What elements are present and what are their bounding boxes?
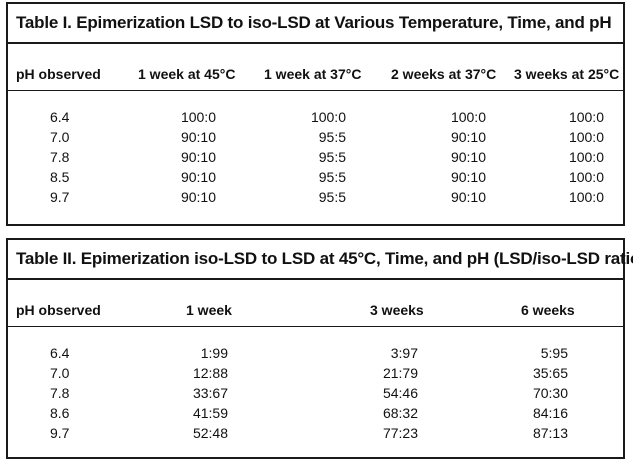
table-cell: 100:0 — [568, 129, 604, 145]
table-cell: 12:88 — [192, 365, 228, 381]
table-cell: 9.7 — [50, 425, 70, 441]
table-2-title: Table II. Epimerization iso-LSD to LSD a… — [8, 240, 633, 280]
column-header: 1 week at 45°C — [138, 66, 236, 82]
table-cell: 3:97 — [390, 345, 418, 361]
table-row: 6.4 100:0 100:0 100:0 100:0 — [8, 107, 623, 127]
table-cell: 95:5 — [318, 189, 346, 205]
table-1-header-row: pH observed 1 week at 45°C 1 week at 37°… — [8, 64, 623, 86]
table-cell: 90:10 — [450, 189, 486, 205]
column-header: 1 week — [186, 302, 232, 318]
header-rule — [8, 90, 623, 91]
table-cell: 7.8 — [50, 149, 70, 165]
table-row: 6.4 1:99 3:97 5:95 — [8, 343, 623, 363]
table-cell: 100:0 — [450, 109, 486, 125]
table-cell: 52:48 — [192, 425, 228, 441]
table-cell: 95:5 — [318, 149, 346, 165]
table-cell: 6.4 — [50, 345, 70, 361]
table-cell: 90:10 — [450, 149, 486, 165]
table-cell: 90:10 — [180, 169, 216, 185]
table-cell: 90:10 — [180, 129, 216, 145]
table-1-body: 6.4 100:0 100:0 100:0 100:0 7.0 90:10 95… — [8, 107, 623, 207]
table-row: 7.8 90:10 95:5 90:10 100:0 — [8, 147, 623, 167]
table-cell: 33:67 — [192, 385, 228, 401]
column-header: pH observed — [16, 66, 101, 82]
table-cell: 7.0 — [50, 365, 70, 381]
column-header: 1 week at 37°C — [264, 66, 362, 82]
column-header: 3 weeks — [370, 302, 424, 318]
table-cell: 7.8 — [50, 385, 70, 401]
table-row: 9.7 90:10 95:5 90:10 100:0 — [8, 187, 623, 207]
table-cell: 1:99 — [200, 345, 228, 361]
column-header: pH observed — [16, 302, 101, 318]
table-cell: 6.4 — [50, 109, 70, 125]
table-row: 7.0 90:10 95:5 90:10 100:0 — [8, 127, 623, 147]
table-1: Table I. Epimerization LSD to iso-LSD at… — [6, 2, 625, 226]
table-cell: 84:16 — [532, 405, 568, 421]
table-cell: 100:0 — [310, 109, 346, 125]
table-cell: 9.7 — [50, 189, 70, 205]
table-row: 7.8 33:67 54:46 70:30 — [8, 383, 623, 403]
table-cell: 54:46 — [382, 385, 418, 401]
table-cell: 100:0 — [180, 109, 216, 125]
table-cell: 7.0 — [50, 129, 70, 145]
table-cell: 90:10 — [450, 169, 486, 185]
table-2-header-row: pH observed 1 week 3 weeks 6 weeks — [8, 300, 623, 322]
table-cell: 35:65 — [532, 365, 568, 381]
table-cell: 70:30 — [532, 385, 568, 401]
table-cell: 90:10 — [180, 189, 216, 205]
table-cell: 90:10 — [450, 129, 486, 145]
column-header: 2 weeks at 37°C — [391, 66, 497, 82]
table-row: 8.5 90:10 95:5 90:10 100:0 — [8, 167, 623, 187]
table-row: 8.6 41:59 68:32 84:16 — [8, 403, 623, 423]
column-header: 6 weeks — [521, 302, 575, 318]
table-cell: 41:59 — [192, 405, 228, 421]
table-cell: 8.5 — [50, 169, 70, 185]
table-2-body: 6.4 1:99 3:97 5:95 7.0 12:88 21:79 35:65… — [8, 343, 623, 443]
table-row: 9.7 52:48 77:23 87:13 — [8, 423, 623, 443]
table-cell: 8.6 — [50, 405, 70, 421]
table-cell: 100:0 — [568, 189, 604, 205]
header-rule — [8, 326, 623, 327]
table-1-title: Table I. Epimerization LSD to iso-LSD at… — [8, 4, 623, 44]
table-cell: 90:10 — [180, 149, 216, 165]
table-cell: 77:23 — [382, 425, 418, 441]
table-cell: 87:13 — [532, 425, 568, 441]
table-cell: 100:0 — [568, 109, 604, 125]
table-cell: 95:5 — [318, 129, 346, 145]
table-cell: 100:0 — [568, 169, 604, 185]
column-header: 3 weeks at 25°C — [514, 66, 620, 82]
table-cell: 68:32 — [382, 405, 418, 421]
table-cell: 21:79 — [382, 365, 418, 381]
table-cell: 100:0 — [568, 149, 604, 165]
table-cell: 95:5 — [318, 169, 346, 185]
table-cell: 5:95 — [540, 345, 568, 361]
table-row: 7.0 12:88 21:79 35:65 — [8, 363, 623, 383]
table-2: Table II. Epimerization iso-LSD to LSD a… — [6, 238, 633, 459]
